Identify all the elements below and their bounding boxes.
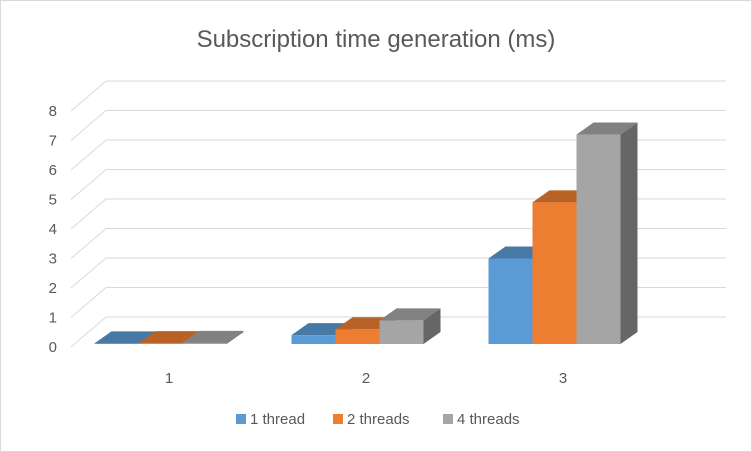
y-tick-label: 6 <box>49 162 57 179</box>
bar-front-face <box>138 343 183 344</box>
bar-front-face <box>335 329 380 344</box>
bar-front-face <box>291 335 336 344</box>
y-tick-label: 5 <box>49 192 57 209</box>
legend-item: 1 thread <box>236 411 305 428</box>
bar-front-face <box>94 343 139 344</box>
legend-item: 4 threads <box>443 411 520 428</box>
gridline <box>70 169 726 200</box>
x-tick-label: 3 <box>559 370 567 387</box>
bar-top-face <box>576 122 638 135</box>
bar-front-face <box>532 202 577 344</box>
bar-top-face <box>94 331 156 344</box>
bar <box>576 122 638 344</box>
legend-swatch <box>236 414 246 424</box>
y-tick-label: 7 <box>49 133 57 150</box>
bar <box>182 330 244 344</box>
bar-side-face <box>423 308 441 344</box>
y-tick-label: 4 <box>49 221 57 238</box>
y-axis-ticks: 0 1 2 3 4 5 6 7 8 <box>49 103 57 356</box>
chart-title: Subscription time generation (ms) <box>197 26 556 53</box>
x-tick-label: 1 <box>165 370 173 387</box>
legend-swatch <box>443 414 453 424</box>
grid-layer <box>70 80 726 348</box>
bar <box>379 308 441 344</box>
gridline <box>70 80 726 112</box>
legend-label: 4 threads <box>457 411 520 428</box>
y-tick-label: 1 <box>49 310 57 327</box>
y-tick-label: 3 <box>49 251 57 268</box>
bar-side-face <box>226 330 244 344</box>
gridline <box>70 198 726 230</box>
legend-label: 1 thread <box>250 411 305 428</box>
bar-front-face <box>488 258 533 344</box>
bar-front-face <box>576 134 621 344</box>
x-axis-ticks: 1 2 3 <box>165 370 567 387</box>
legend: 1 thread 2 threads 4 threads <box>236 411 520 428</box>
bars <box>94 122 638 344</box>
gridline <box>70 110 726 141</box>
legend-item: 2 threads <box>333 411 410 428</box>
bar-side-face <box>620 122 638 344</box>
bar-front-face <box>379 320 424 344</box>
bar-top-face <box>138 331 200 344</box>
legend-label: 2 threads <box>347 411 410 428</box>
gridline <box>70 228 726 259</box>
gridline <box>70 139 726 171</box>
y-tick-label: 2 <box>49 280 57 297</box>
bar-top-face <box>379 308 441 321</box>
x-tick-label: 2 <box>362 370 370 387</box>
y-tick-label: 8 <box>49 103 57 120</box>
y-tick-label: 0 <box>49 339 57 356</box>
bar-front-face <box>182 342 227 344</box>
bar-top-face <box>182 330 244 343</box>
legend-swatch <box>333 414 343 424</box>
